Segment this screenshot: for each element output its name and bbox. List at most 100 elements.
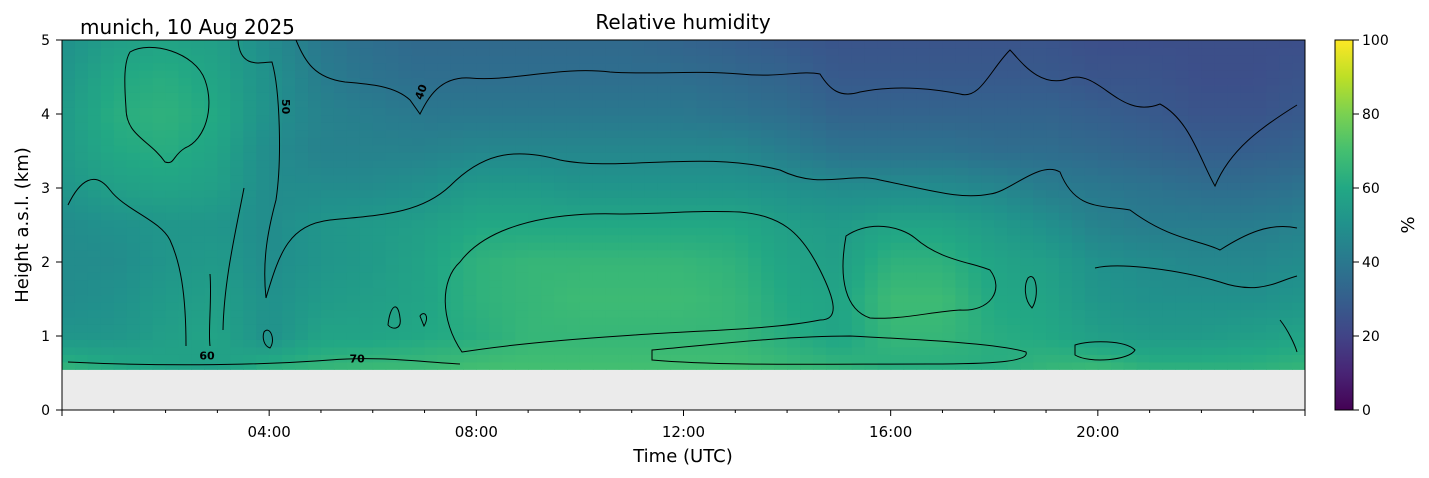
heatmap-cell bbox=[825, 62, 840, 71]
heatmap-cell bbox=[295, 331, 309, 340]
heatmap-cell bbox=[968, 174, 982, 183]
heatmap-cell bbox=[476, 339, 490, 348]
heatmap-cell bbox=[1058, 242, 1073, 251]
heatmap-cell bbox=[916, 77, 931, 86]
heatmap-cell bbox=[165, 331, 180, 340]
heatmap-cell bbox=[1123, 114, 1138, 123]
heatmap-cell bbox=[683, 107, 698, 116]
heatmap-cell bbox=[825, 174, 840, 183]
heatmap-cell bbox=[87, 204, 102, 213]
heatmap-cell bbox=[346, 54, 361, 64]
heatmap-cell bbox=[877, 189, 892, 198]
heatmap-cell bbox=[476, 227, 490, 236]
heatmap-cell bbox=[333, 227, 348, 236]
heatmap-cell bbox=[320, 144, 335, 153]
heatmap-cell bbox=[230, 114, 244, 123]
heatmap-cell bbox=[1227, 316, 1241, 325]
heatmap-cell bbox=[1007, 361, 1021, 370]
heatmap-cell bbox=[800, 339, 814, 348]
heatmap-cell bbox=[774, 301, 788, 311]
heatmap-cell bbox=[890, 272, 905, 281]
heatmap-cell bbox=[204, 99, 218, 108]
heatmap-cell bbox=[113, 54, 128, 64]
heatmap-cell bbox=[165, 286, 180, 296]
heatmap-cell bbox=[411, 346, 426, 355]
heatmap-cell bbox=[463, 354, 477, 363]
heatmap-cell bbox=[644, 84, 659, 93]
heatmap-cell bbox=[1058, 316, 1073, 325]
heatmap-cell bbox=[74, 40, 89, 49]
heatmap-cell bbox=[916, 242, 931, 251]
heatmap-cell bbox=[670, 324, 685, 333]
heatmap-cell bbox=[476, 167, 490, 176]
heatmap-cell bbox=[424, 294, 439, 303]
heatmap-cell bbox=[1071, 361, 1086, 370]
heatmap-cell bbox=[74, 122, 89, 131]
heatmap-cell bbox=[1149, 346, 1164, 355]
heatmap-cell bbox=[541, 69, 555, 79]
heatmap-cell bbox=[178, 144, 193, 153]
heatmap-cell bbox=[308, 346, 322, 355]
heatmap-cell bbox=[722, 40, 736, 49]
heatmap-cell bbox=[372, 294, 387, 303]
heatmap-cell bbox=[1046, 279, 1060, 288]
heatmap-cell bbox=[217, 129, 231, 138]
heatmap-cell bbox=[800, 309, 814, 318]
heatmap-cell bbox=[696, 174, 710, 183]
heatmap-cell bbox=[618, 122, 633, 131]
heatmap-cell bbox=[269, 99, 283, 108]
heatmap-cell bbox=[1007, 279, 1021, 288]
heatmap-cell bbox=[398, 286, 413, 296]
heatmap-cell bbox=[735, 309, 749, 318]
heatmap-cell bbox=[62, 69, 76, 79]
heatmap-cell bbox=[165, 219, 180, 228]
heatmap-cell bbox=[942, 167, 957, 176]
heatmap-cell bbox=[62, 234, 76, 243]
heatmap-cell bbox=[554, 167, 568, 176]
heatmap-cell bbox=[1214, 122, 1228, 131]
heatmap-cell bbox=[1162, 54, 1177, 64]
heatmap-cell bbox=[1240, 92, 1254, 101]
heatmap-cell bbox=[191, 234, 206, 243]
heatmap-cell bbox=[385, 264, 400, 273]
heatmap-cell bbox=[165, 129, 180, 138]
heatmap-cell bbox=[178, 301, 193, 311]
heatmap-cell bbox=[191, 279, 206, 288]
heatmap-cell bbox=[308, 331, 322, 340]
heatmap-cell bbox=[333, 107, 348, 116]
heatmap-cell bbox=[670, 114, 685, 123]
heatmap-cell bbox=[605, 107, 620, 116]
heatmap-cell bbox=[113, 92, 128, 101]
heatmap-cell bbox=[1279, 309, 1293, 318]
heatmap-cell bbox=[981, 114, 995, 123]
heatmap-cell bbox=[1188, 249, 1203, 258]
heatmap-cell bbox=[165, 339, 180, 348]
heatmap-cell bbox=[256, 234, 270, 243]
heatmap-cell bbox=[566, 167, 581, 176]
contour-line-50-left bbox=[237, 40, 1298, 299]
heatmap-cell bbox=[1033, 219, 1047, 228]
heatmap-cell bbox=[1033, 114, 1047, 123]
heatmap-cell bbox=[748, 227, 762, 236]
heatmap-cell bbox=[411, 219, 426, 228]
heatmap-cell bbox=[476, 84, 490, 93]
heatmap-cell bbox=[502, 47, 516, 56]
heatmap-cell bbox=[929, 361, 944, 370]
heatmap-cell bbox=[489, 219, 503, 228]
heatmap-cell bbox=[1175, 77, 1190, 86]
heatmap-cell bbox=[217, 339, 231, 348]
heatmap-cell bbox=[903, 316, 918, 325]
heatmap-cell bbox=[722, 301, 736, 311]
heatmap-cell bbox=[696, 294, 710, 303]
heatmap-cell bbox=[1097, 324, 1112, 333]
heatmap-cell bbox=[1149, 99, 1164, 108]
heatmap-cell bbox=[955, 189, 969, 198]
heatmap-cell bbox=[87, 339, 102, 348]
heatmap-cell bbox=[916, 249, 931, 258]
heatmap-cell bbox=[761, 174, 775, 183]
heatmap-cell bbox=[372, 316, 387, 325]
heatmap-cell bbox=[1123, 309, 1138, 318]
heatmap-cell bbox=[890, 324, 905, 333]
heatmap-cell bbox=[295, 242, 309, 251]
heatmap-cell bbox=[1033, 242, 1047, 251]
